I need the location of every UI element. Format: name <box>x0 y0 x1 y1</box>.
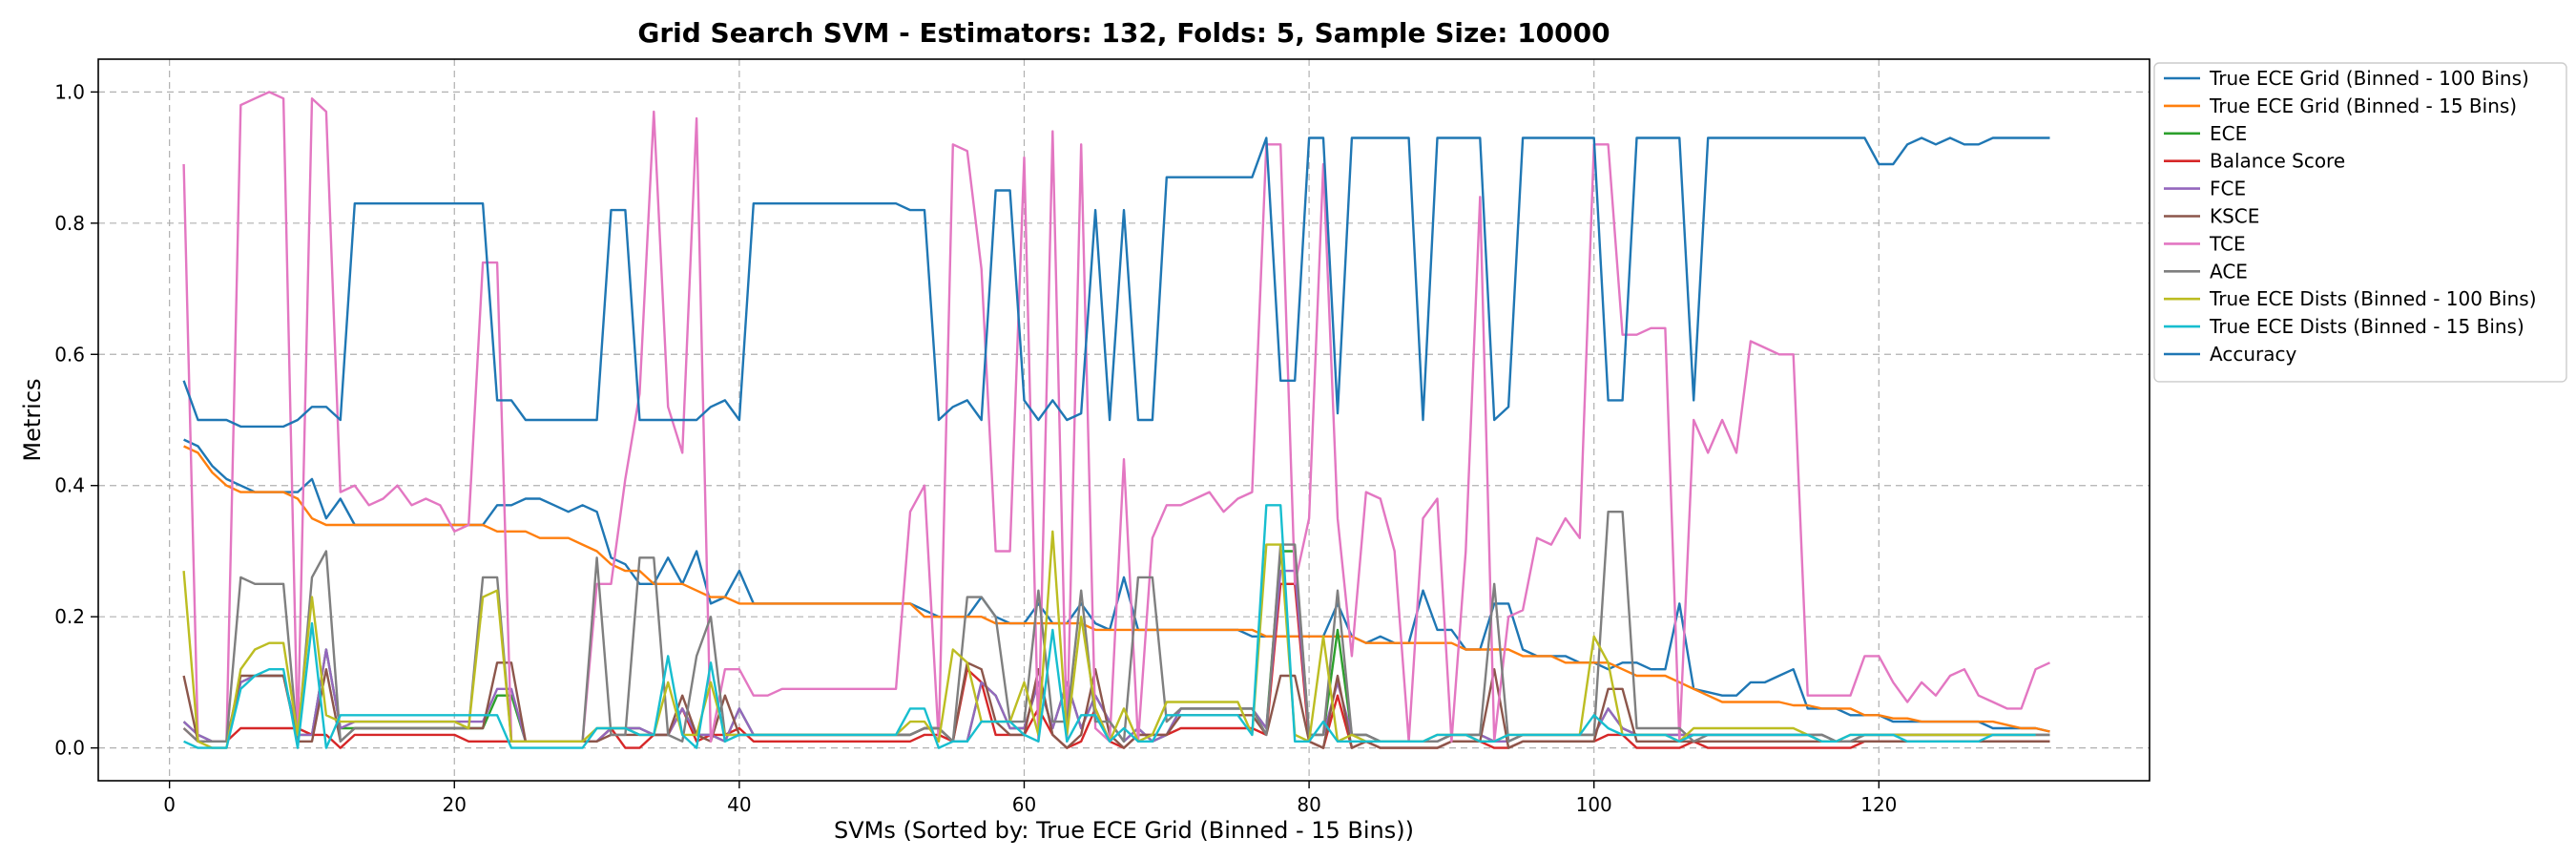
legend-entry: TCE <box>2209 232 2246 255</box>
legend-entry: True ECE Grid (Binned - 100 Bins) <box>2209 67 2529 90</box>
legend-entry: ECE <box>2210 122 2247 145</box>
x-tick-label: 60 <box>1012 793 1036 816</box>
plot-area-frame <box>97 58 2150 782</box>
x-tick-label: 100 <box>1576 793 1612 816</box>
legend-entry: Accuracy <box>2210 343 2296 366</box>
chart-title: Grid Search SVM - Estimators: 132, Folds… <box>637 17 1610 49</box>
series-line-9 <box>183 504 2036 749</box>
y-tick-label: 0.2 <box>54 605 85 628</box>
series-line-5 <box>182 661 2050 749</box>
x-tick-label: 20 <box>443 793 467 816</box>
legend-entry: Balance Score <box>2210 150 2345 173</box>
legend-entry: FCE <box>2210 178 2246 200</box>
x-tick-label: 120 <box>1860 793 1897 816</box>
x-tick-label: 80 <box>1297 793 1320 816</box>
y-tick-label: 0.4 <box>54 474 85 497</box>
legend-box <box>2153 62 2567 383</box>
series-layer <box>182 91 2051 749</box>
y-tick-label: 0.8 <box>54 212 85 235</box>
y-tick-label: 1.0 <box>54 80 85 103</box>
legend: True ECE Grid (Binned - 100 Bins) True EC… <box>2153 62 2567 383</box>
series-line-6 <box>182 91 2051 743</box>
y-tick-label: 0.6 <box>54 343 85 366</box>
x-axis-label: SVMs (Sorted by: True ECE Grid (Binned -… <box>834 817 1414 844</box>
legend-entry: True ECE Grid (Binned - 15 Bins) <box>2209 94 2517 117</box>
ticks-layer: 0 20 40 60 80 100 120 0.0 0.2 0.4 0.6 0.8 1.0 <box>54 80 1897 816</box>
y-tick-label: 0.0 <box>54 737 85 760</box>
x-tick-label: 40 <box>727 793 751 816</box>
series-line-10 <box>182 136 2050 429</box>
x-tick-label: 0 <box>163 793 176 816</box>
legend-entry: ACE <box>2210 260 2248 283</box>
legend-entry: True ECE Dists (Binned - 100 Bins) <box>2209 287 2537 310</box>
legend-entry: True ECE Dists (Binned - 15 Bins) <box>2209 315 2524 338</box>
series-line-1 <box>183 445 2050 733</box>
series-line-3 <box>182 582 2050 749</box>
y-axis-label: Metrics <box>19 378 46 461</box>
legend-entry: KSCE <box>2210 205 2259 228</box>
